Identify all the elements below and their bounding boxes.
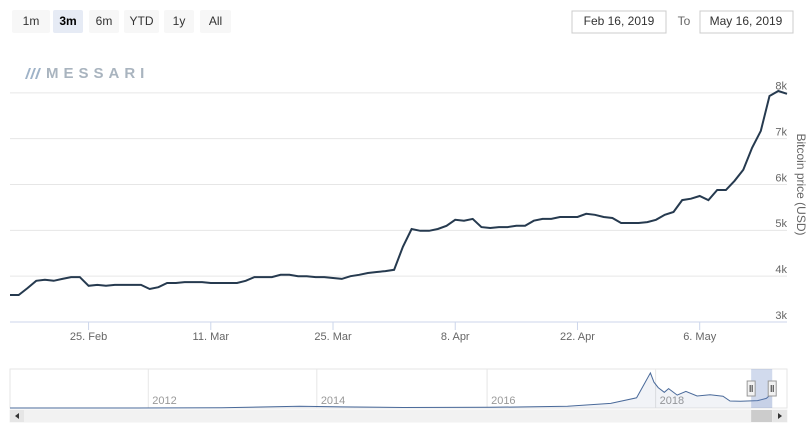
from-date: Feb 16, 2019 [584, 14, 655, 28]
range-button-label: 6m [96, 14, 113, 28]
navigator-tick-label: 2014 [321, 395, 345, 407]
y-axis-title: Bitcoin price (USD) [794, 133, 808, 235]
range-button[interactable] [200, 10, 231, 33]
navigator-tick-label: 2016 [491, 395, 515, 407]
range-button-label: YTD [130, 14, 154, 28]
navigator-line [10, 371, 773, 409]
to-input[interactable] [699, 10, 794, 34]
y-tick-label: 3k [775, 310, 787, 322]
navigator-tick-label: 2018 [660, 395, 684, 407]
y-tick-label: 7k [775, 127, 787, 139]
x-tick-label: 25. Feb [70, 331, 107, 343]
range-button-label: 1m [23, 14, 40, 28]
watermark: MESSARI [46, 65, 149, 82]
range-button[interactable] [12, 10, 50, 33]
arrow [778, 413, 782, 419]
range-button[interactable] [124, 10, 159, 33]
logo: MESSARI [25, 65, 149, 82]
navigator-handle[interactable] [746, 380, 756, 397]
range-button[interactable] [53, 10, 83, 33]
y-tick-label: 6k [775, 172, 787, 184]
to-date: May 16, 2019 [710, 14, 783, 28]
y-tick-label: 4k [775, 264, 787, 276]
navigator-frame [9, 368, 788, 409]
x-tick-label: 11. Mar [193, 331, 230, 343]
x-tick-label: 6. May [683, 331, 717, 343]
price-line [10, 89, 788, 296]
range-button-label: All [209, 14, 222, 28]
range-button[interactable] [89, 10, 119, 33]
range-button-label: 1y [173, 14, 186, 28]
navigator-handle[interactable] [767, 380, 777, 397]
scrollbar-track [9, 409, 788, 423]
to-label: To [678, 14, 691, 28]
x-tick-label: 25. Mar [314, 331, 352, 343]
x-tick-label: 8. Apr [441, 331, 470, 343]
from-input[interactable] [571, 10, 667, 34]
navigator-tick-label: 2012 [152, 395, 176, 407]
scrollbar-thumb[interactable] [751, 410, 773, 422]
range-button[interactable] [164, 10, 194, 33]
range-button-label: 3m [59, 14, 76, 28]
logo-icon [25, 68, 41, 79]
navigator-selection[interactable] [751, 369, 773, 408]
y-tick-label: 8k [775, 81, 787, 93]
arrow [15, 413, 19, 419]
navigator-area [10, 372, 773, 408]
y-tick-label: 5k [775, 218, 787, 230]
x-tick-label: 22. Apr [560, 331, 595, 343]
